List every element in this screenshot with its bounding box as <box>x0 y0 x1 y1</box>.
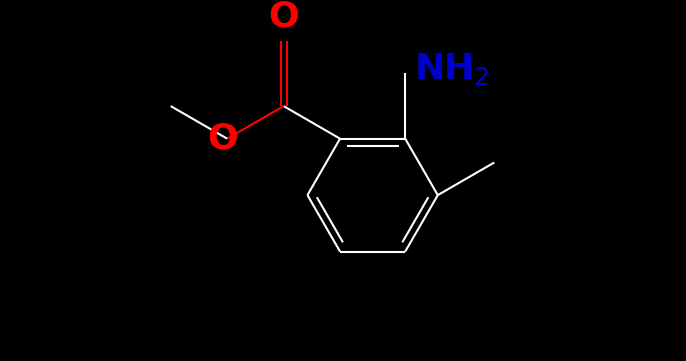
Text: O: O <box>207 122 238 156</box>
Text: O: O <box>268 0 299 34</box>
Text: NH$_2$: NH$_2$ <box>414 51 490 87</box>
